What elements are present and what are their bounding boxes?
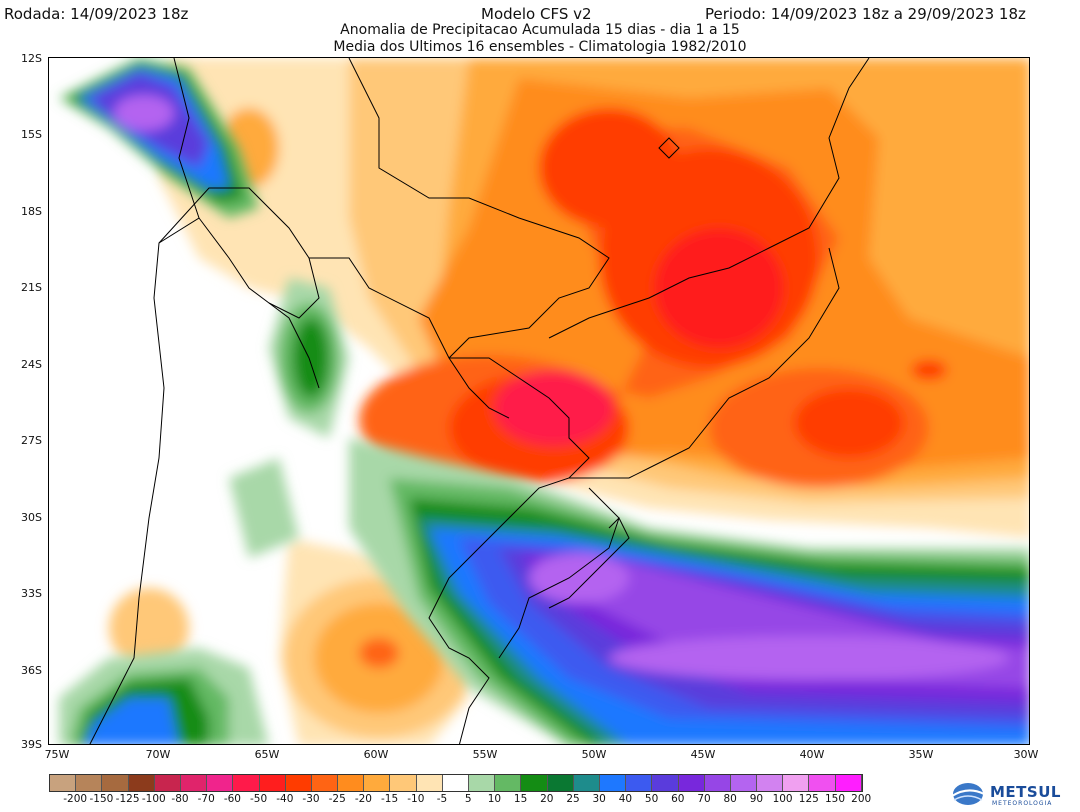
legend-swatch — [757, 775, 784, 791]
lat-label: 18S — [21, 205, 42, 218]
map-title: Anomalia de Precipitacao Acumulada 15 di… — [340, 22, 740, 38]
model-label: Modelo CFS v2 — [481, 5, 592, 23]
lat-label: 36S — [21, 664, 42, 677]
legend-swatch — [547, 775, 574, 791]
legend-tick-label: 30 — [592, 793, 606, 805]
legend-swatch — [626, 775, 653, 791]
legend-swatch — [338, 775, 365, 791]
legend-swatch — [704, 775, 731, 791]
legend-tick-label: -125 — [115, 793, 140, 805]
legend-tick-label: -50 — [250, 793, 268, 805]
lon-label: 55W — [472, 748, 498, 761]
country-borders — [89, 58, 870, 744]
metsul-logo: METSUL METEOROLOGIA — [950, 780, 1080, 810]
legend-swatch — [128, 775, 155, 791]
legend-swatch — [233, 775, 260, 791]
legend-swatch — [76, 775, 103, 791]
legend-tick-label: -80 — [171, 793, 189, 805]
legend-tick-label: 80 — [723, 793, 737, 805]
lon-label: 35W — [908, 748, 934, 761]
legend-swatch — [573, 775, 600, 791]
legend-tick-label: 100 — [772, 793, 793, 805]
legend-swatch — [730, 775, 758, 791]
legend-swatch — [599, 775, 627, 791]
legend-swatch — [652, 775, 679, 791]
legend-tick-label: 15 — [513, 793, 528, 805]
lon-label: 45W — [690, 748, 716, 761]
legend-tick-label: 40 — [618, 793, 633, 805]
legend-tick-label: -200 — [63, 793, 88, 805]
legend-tick-label: -25 — [328, 793, 346, 805]
legend-tick-label: -30 — [302, 793, 320, 805]
legend-swatch — [783, 775, 810, 791]
legend-swatch — [102, 775, 129, 791]
legend-swatch — [809, 775, 836, 791]
legend-tick-label: 10 — [487, 793, 502, 805]
legend-tick-label: 150 — [824, 793, 846, 805]
legend-swatch — [207, 775, 234, 791]
northwest-wet-blob — [59, 58, 259, 218]
legend-tick-label: -100 — [141, 793, 166, 805]
legend-tick-label: 90 — [749, 793, 764, 805]
lat-label: 21S — [21, 281, 42, 294]
legend-colorbar — [49, 774, 863, 792]
southwest-wet-blob — [59, 648, 269, 744]
legend-swatch — [259, 775, 286, 791]
legend-swatch — [311, 775, 339, 791]
lat-label: 33S — [21, 587, 42, 600]
legend-swatch — [364, 775, 391, 791]
lat-label: 12S — [21, 52, 42, 65]
legend-swatch — [154, 775, 181, 791]
legend-tick-label: 5 — [464, 793, 472, 805]
run-date-label: Rodada: 14/09/2023 18z — [4, 5, 189, 23]
legend-tick-label: -150 — [89, 793, 114, 805]
legend-swatch — [390, 775, 417, 791]
legend-swatch — [180, 775, 208, 791]
legend-tick-label: 50 — [644, 793, 659, 805]
legend-tick-label: -15 — [381, 793, 399, 805]
legend-swatch — [469, 775, 496, 791]
lat-label: 27S — [21, 434, 42, 447]
legend-swatch — [495, 775, 522, 791]
lon-label: 30W — [1013, 748, 1039, 761]
legend-tick-label: -10 — [407, 793, 425, 805]
legend-tick-label: -40 — [276, 793, 294, 805]
lat-label: 39S — [21, 738, 42, 751]
lon-label: 70W — [145, 748, 171, 761]
legend-swatch — [285, 775, 312, 791]
lat-label: 30S — [21, 511, 42, 524]
lat-label: 15S — [21, 128, 42, 141]
period-label: Periodo: 14/09/2023 18z a 29/09/2023 18z — [705, 5, 1026, 23]
legend-tick-label: -5 — [436, 793, 448, 805]
legend-tick-label: -70 — [197, 793, 215, 805]
lon-label: 60W — [363, 748, 389, 761]
legend-tick-label: 200 — [851, 793, 872, 805]
map-subtitle: Media dos Ultimos 16 ensembles - Climato… — [333, 39, 747, 55]
anomaly-map — [48, 57, 1030, 745]
legend-swatch — [521, 775, 548, 791]
legend-tick-label: 20 — [540, 793, 554, 805]
logo-name: METSUL — [990, 783, 1061, 801]
legend-swatch — [442, 775, 469, 791]
lon-label: 40W — [799, 748, 825, 761]
lon-label: 65W — [254, 748, 280, 761]
legend-tick-label: 125 — [798, 793, 819, 805]
legend-tick-label: -60 — [223, 793, 241, 805]
legend-swatch — [835, 775, 862, 791]
dry-anomaly-field — [109, 58, 1029, 744]
legend-swatch — [416, 775, 443, 791]
legend-tick-label: 25 — [566, 793, 580, 805]
lon-label: 75W — [44, 748, 70, 761]
legend-tick-label: 60 — [671, 793, 685, 805]
lon-label: 50W — [581, 748, 607, 761]
legend-swatch — [678, 775, 705, 791]
logo-subtitle: METEOROLOGIA — [992, 800, 1053, 807]
legend-tick-label: 70 — [697, 793, 711, 805]
legend-tick-label: -20 — [354, 793, 372, 805]
globe-icon — [951, 783, 985, 805]
legend-swatch — [50, 775, 77, 791]
lat-label: 24S — [21, 358, 42, 371]
